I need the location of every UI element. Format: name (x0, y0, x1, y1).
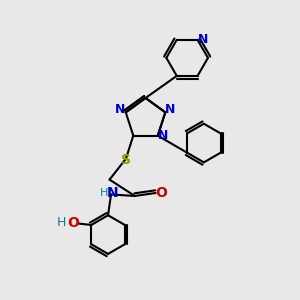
Text: O: O (68, 216, 80, 230)
Text: N: N (198, 33, 208, 46)
Text: H: H (57, 216, 66, 230)
Text: N: N (165, 103, 175, 116)
Text: N: N (106, 186, 118, 200)
Text: O: O (155, 186, 167, 200)
Text: H: H (100, 188, 109, 198)
Text: S: S (122, 153, 131, 167)
Text: N: N (115, 103, 126, 116)
Text: N: N (158, 128, 168, 142)
